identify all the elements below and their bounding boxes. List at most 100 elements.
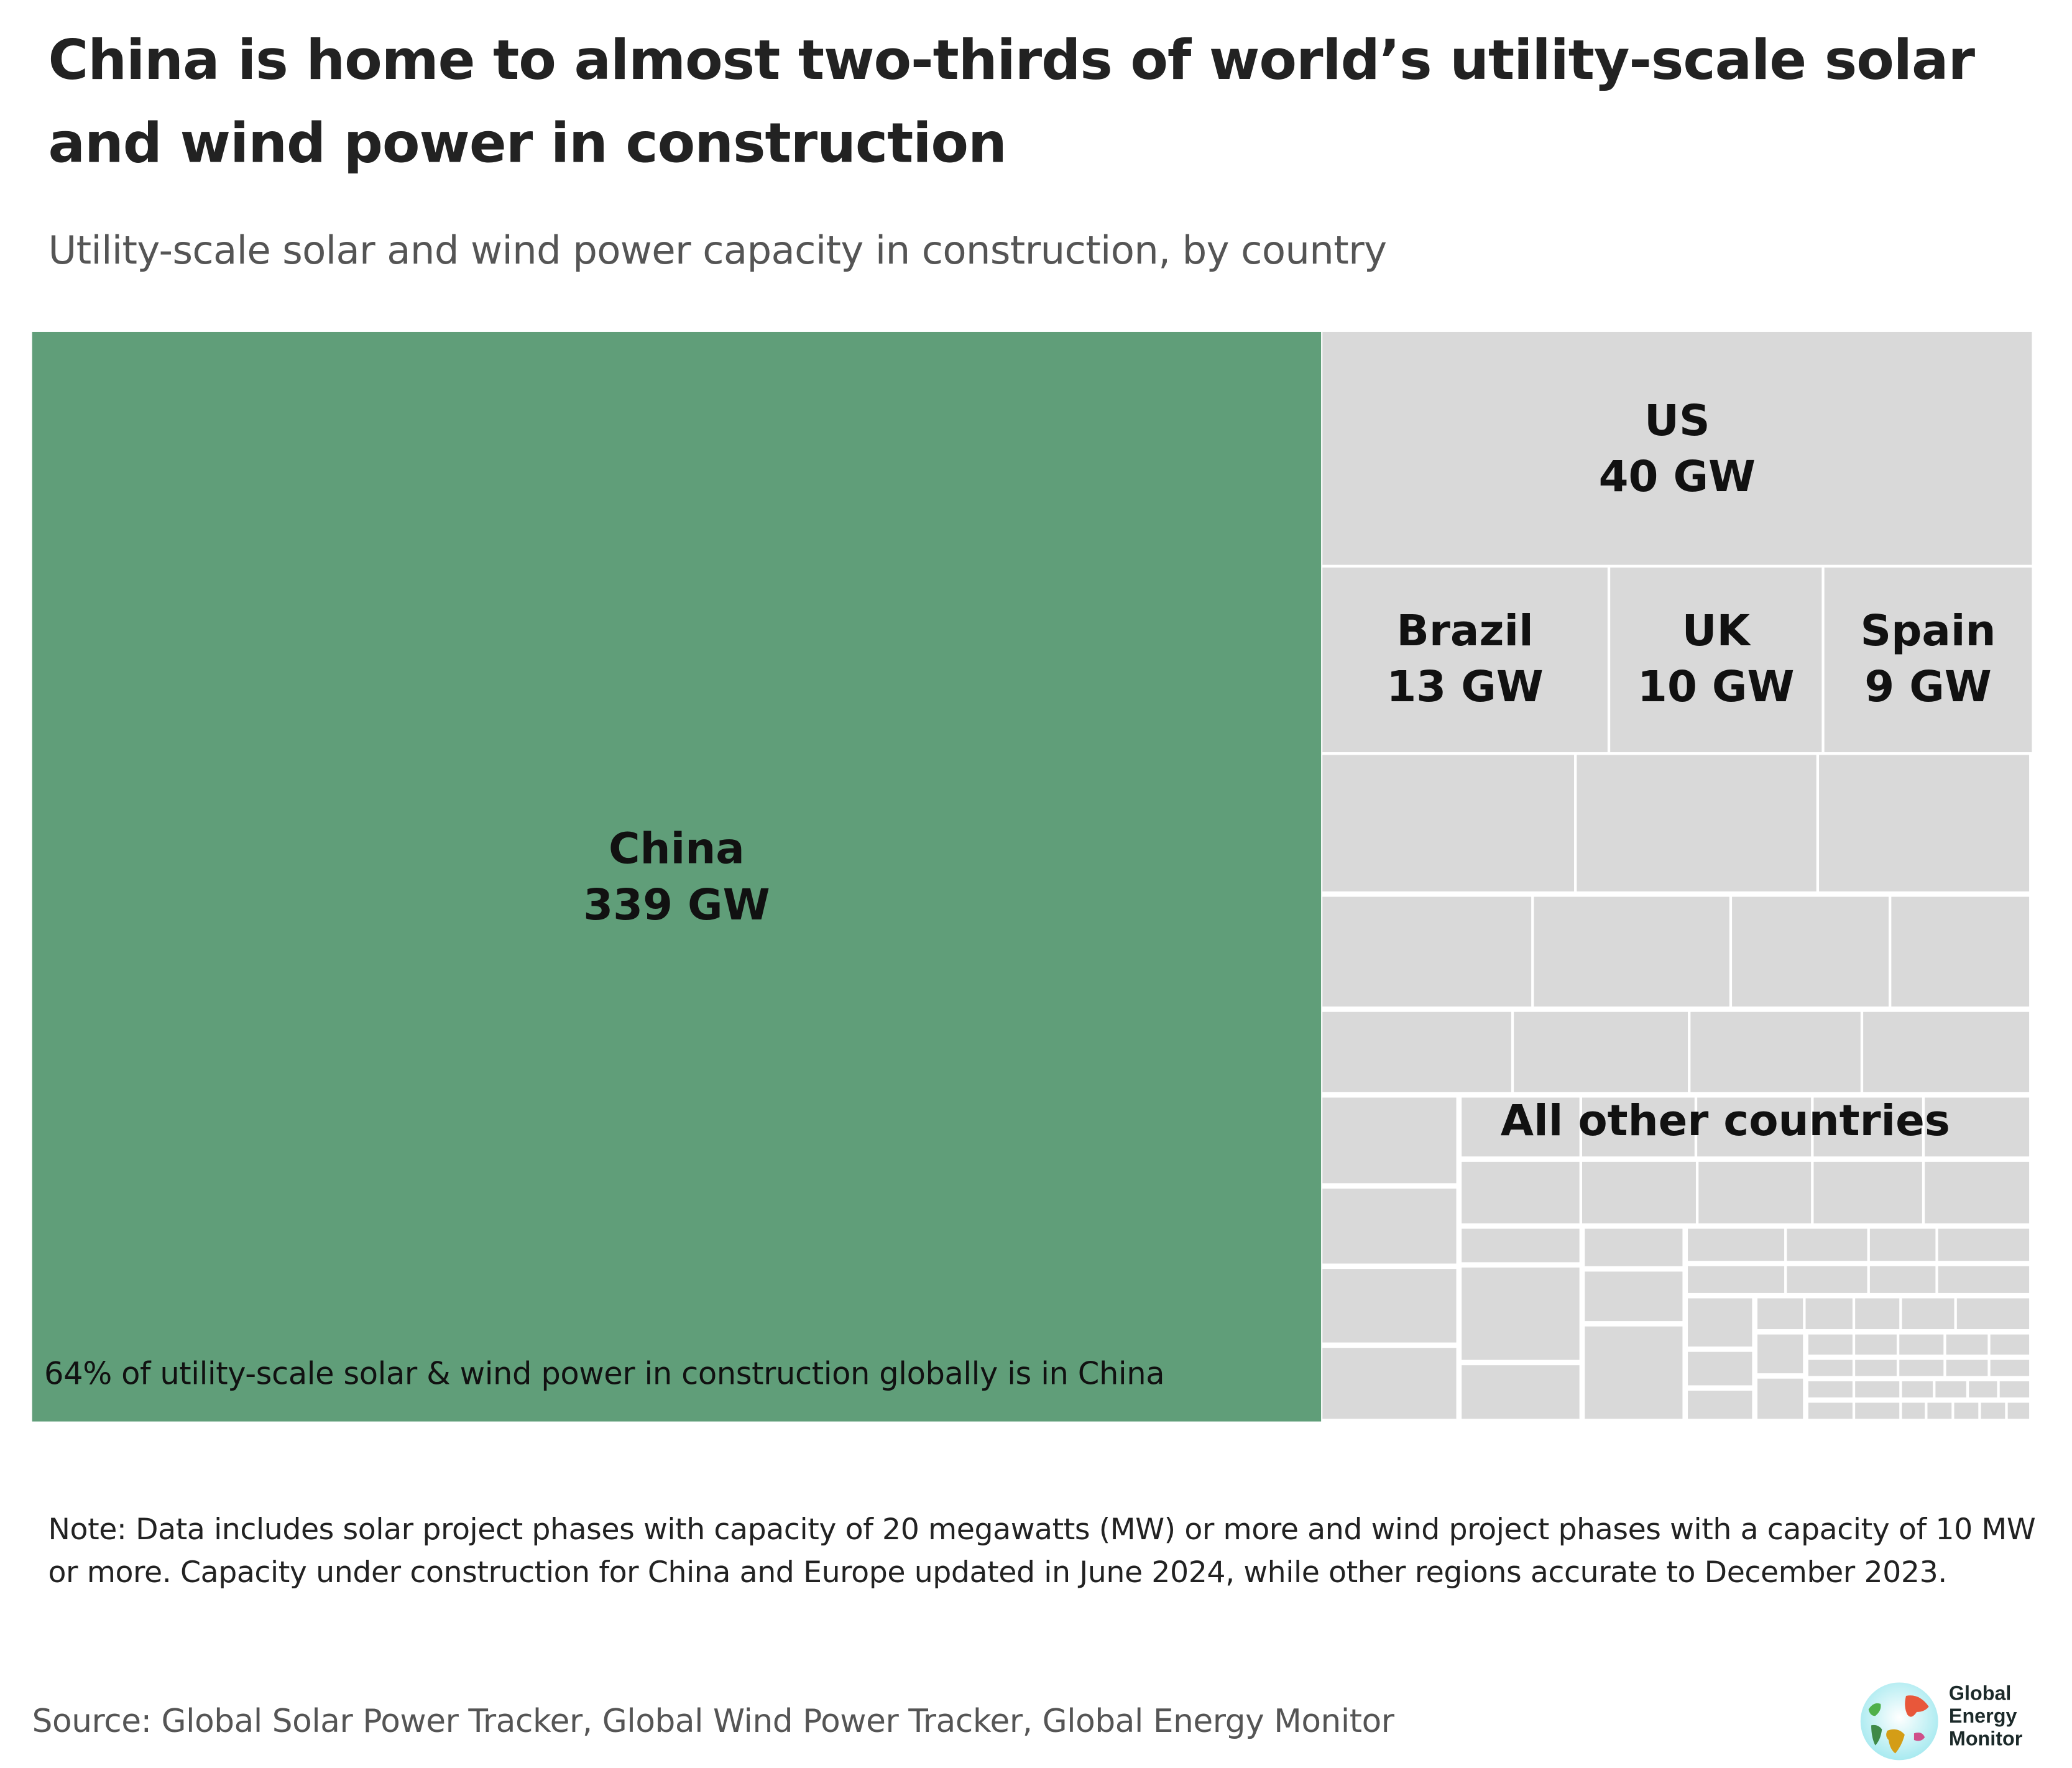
treemap-cell-other-country <box>1582 1097 1695 1157</box>
treemap-cell-other-country <box>1697 1097 1812 1157</box>
treemap-cell-other-country <box>1855 1298 1900 1330</box>
treemap-cell-other-country <box>1462 1228 1580 1263</box>
treemap-cell-other-country <box>1322 1011 1511 1092</box>
treemap-cell-other-country <box>1808 1334 1853 1355</box>
treemap-cell-other-country <box>1688 1298 1752 1347</box>
chart-subtitle: Utility-scale solar and wind power capac… <box>48 228 1388 274</box>
label-us-name: US <box>1644 395 1710 446</box>
label-all-other-countries: All other countries <box>1500 1095 1950 1146</box>
treemap-cell-other-country <box>1688 1266 1785 1293</box>
treemap-cell-other-country <box>1462 1097 1580 1157</box>
treemap-cell-other-country <box>1946 1334 1988 1355</box>
treemap-cell-other-country <box>1902 1298 1955 1330</box>
treemap-cell-other-country <box>1585 1271 1683 1322</box>
treemap-cell-other-country <box>1954 1402 1979 1419</box>
treemap-cell-other-country <box>1462 1161 1580 1223</box>
treemap-cell-other-country <box>1322 1188 1457 1264</box>
treemap-cell-other-country <box>1757 1334 1803 1374</box>
treemap-cell-other-country <box>1462 1267 1580 1360</box>
treemap-cell-other-country <box>1946 1360 1988 1376</box>
treemap-cell-other-country <box>1902 1381 1933 1397</box>
treemap-cell-other-country <box>2007 1402 2030 1419</box>
treemap-cell-other-country <box>1813 1161 1922 1223</box>
label-uk-name: UK <box>1682 605 1750 656</box>
footnote: Note: Data includes solar project phases… <box>48 1514 2036 1590</box>
treemap-cell-other-country <box>1956 1298 2030 1330</box>
treemap-cell-other-country <box>1585 1326 1683 1419</box>
treemap-cell-other-country <box>1925 1161 2030 1223</box>
treemap-cell-other-country <box>1927 1402 1952 1419</box>
treemap-cell-other-country <box>1869 1266 1936 1293</box>
globe-icon <box>1860 1682 1938 1761</box>
treemap-cell-china: China 339 GW 64% of utility-scale solar … <box>32 331 1322 1422</box>
label-us-value: 40 GW <box>1598 451 1756 502</box>
logo-word-energy: Energy <box>1948 1705 2017 1728</box>
treemap-cell-other-country <box>1808 1381 1853 1397</box>
label-spain-value: 9 GW <box>1864 661 1992 712</box>
treemap-cell-other-country <box>1514 1011 1688 1092</box>
global-energy-monitor-logo: Global Energy Monitor <box>1858 1680 2059 1761</box>
treemap-cell-other-country <box>1891 896 2030 1007</box>
treemap-cell-other-country <box>1899 1360 1944 1376</box>
treemap-cell-other-country <box>1938 1228 2030 1261</box>
treemap-cell-other-country <box>1688 1391 1752 1419</box>
treemap-cell-other-country <box>1805 1298 1853 1330</box>
source-line: Source: Global Solar Power Tracker, Glob… <box>32 1702 1394 1741</box>
treemap-cell-other-country <box>1787 1228 1867 1261</box>
treemap-cell-us: US 40 GW <box>1322 331 2032 565</box>
label-brazil-name: Brazil <box>1396 605 1534 656</box>
treemap-cell-other-country <box>1757 1378 1803 1419</box>
treemap-cell-other-country <box>1990 1360 2030 1376</box>
treemap-cell-other-country <box>1732 896 1889 1007</box>
treemap-cell-other-country <box>1938 1266 2030 1293</box>
label-spain-name: Spain <box>1860 605 1996 656</box>
label-uk-value: 10 GW <box>1637 661 1795 712</box>
label-china-name: China <box>608 823 745 874</box>
treemap-cell-other-country <box>1322 755 1575 891</box>
treemap-cell-other-country <box>1999 1381 2030 1397</box>
treemap-cell-other-country <box>1698 1161 1812 1223</box>
treemap-cell-other-country <box>1902 1402 1925 1419</box>
treemap: China 339 GW 64% of utility-scale solar … <box>32 331 2032 1422</box>
treemap-cell-other-country <box>1787 1266 1867 1293</box>
treemap-cell-other-country <box>1855 1402 1900 1419</box>
china-share-annotation: 64% of utility-scale solar & wind power … <box>44 1357 1165 1393</box>
logo-word-global: Global <box>1948 1682 2012 1706</box>
treemap-cell-other-country <box>1935 1381 1966 1397</box>
treemap-cell-other-country <box>1322 1097 1457 1184</box>
treemap-cell-other-country <box>1855 1360 1897 1376</box>
treemap-cell-other-country <box>1981 1402 2005 1419</box>
treemap-cell-spain: Spain 9 GW <box>1824 567 2032 753</box>
treemap-cell-other-country <box>1808 1360 1853 1376</box>
treemap-cell-other-country <box>1688 1351 1752 1386</box>
treemap-cell-other-country <box>1757 1298 1803 1330</box>
treemap-cell-other-country <box>1990 1334 2030 1355</box>
treemap-cell-other-country <box>1813 1097 1922 1157</box>
treemap-cell-other-country <box>1690 1011 1861 1092</box>
treemap-cell-other-country <box>1577 755 1816 891</box>
logo-word-monitor: Monitor <box>1948 1728 2023 1751</box>
treemap-cell-other-country <box>1863 1011 2030 1092</box>
treemap-cell-other-country <box>1322 1348 1457 1419</box>
treemap-cell-other-country <box>1969 1381 1997 1397</box>
treemap-cell-other-country <box>1869 1228 1936 1261</box>
treemap-cell-other-country <box>1462 1365 1580 1419</box>
treemap-cell-uk: UK 10 GW <box>1610 567 1822 753</box>
treemap-cell-other-country <box>1855 1334 1897 1355</box>
treemap-cell-other-country <box>1322 1269 1457 1343</box>
treemap-cell-other-country <box>1925 1097 2030 1157</box>
chart-title: China is home to almost two-thirds of wo… <box>48 28 1975 176</box>
treemap-cell-other-country <box>1819 755 2030 891</box>
treemap-cell-brazil: Brazil 13 GW <box>1322 567 1608 753</box>
logo-text: Global Energy Monitor <box>1949 1682 2022 1751</box>
treemap-cell-other-country <box>1899 1334 1944 1355</box>
treemap-cell-other-country <box>1585 1228 1683 1266</box>
label-brazil-value: 13 GW <box>1386 661 1544 712</box>
treemap-cell-other-country <box>1855 1381 1900 1397</box>
treemap-cell-other-country <box>1534 896 1729 1007</box>
label-china-value: 339 GW <box>583 879 770 931</box>
treemap-cell-other-country <box>1322 896 1532 1007</box>
treemap-cell-other-country <box>1808 1402 1853 1419</box>
treemap-cell-other-country <box>1688 1228 1785 1261</box>
